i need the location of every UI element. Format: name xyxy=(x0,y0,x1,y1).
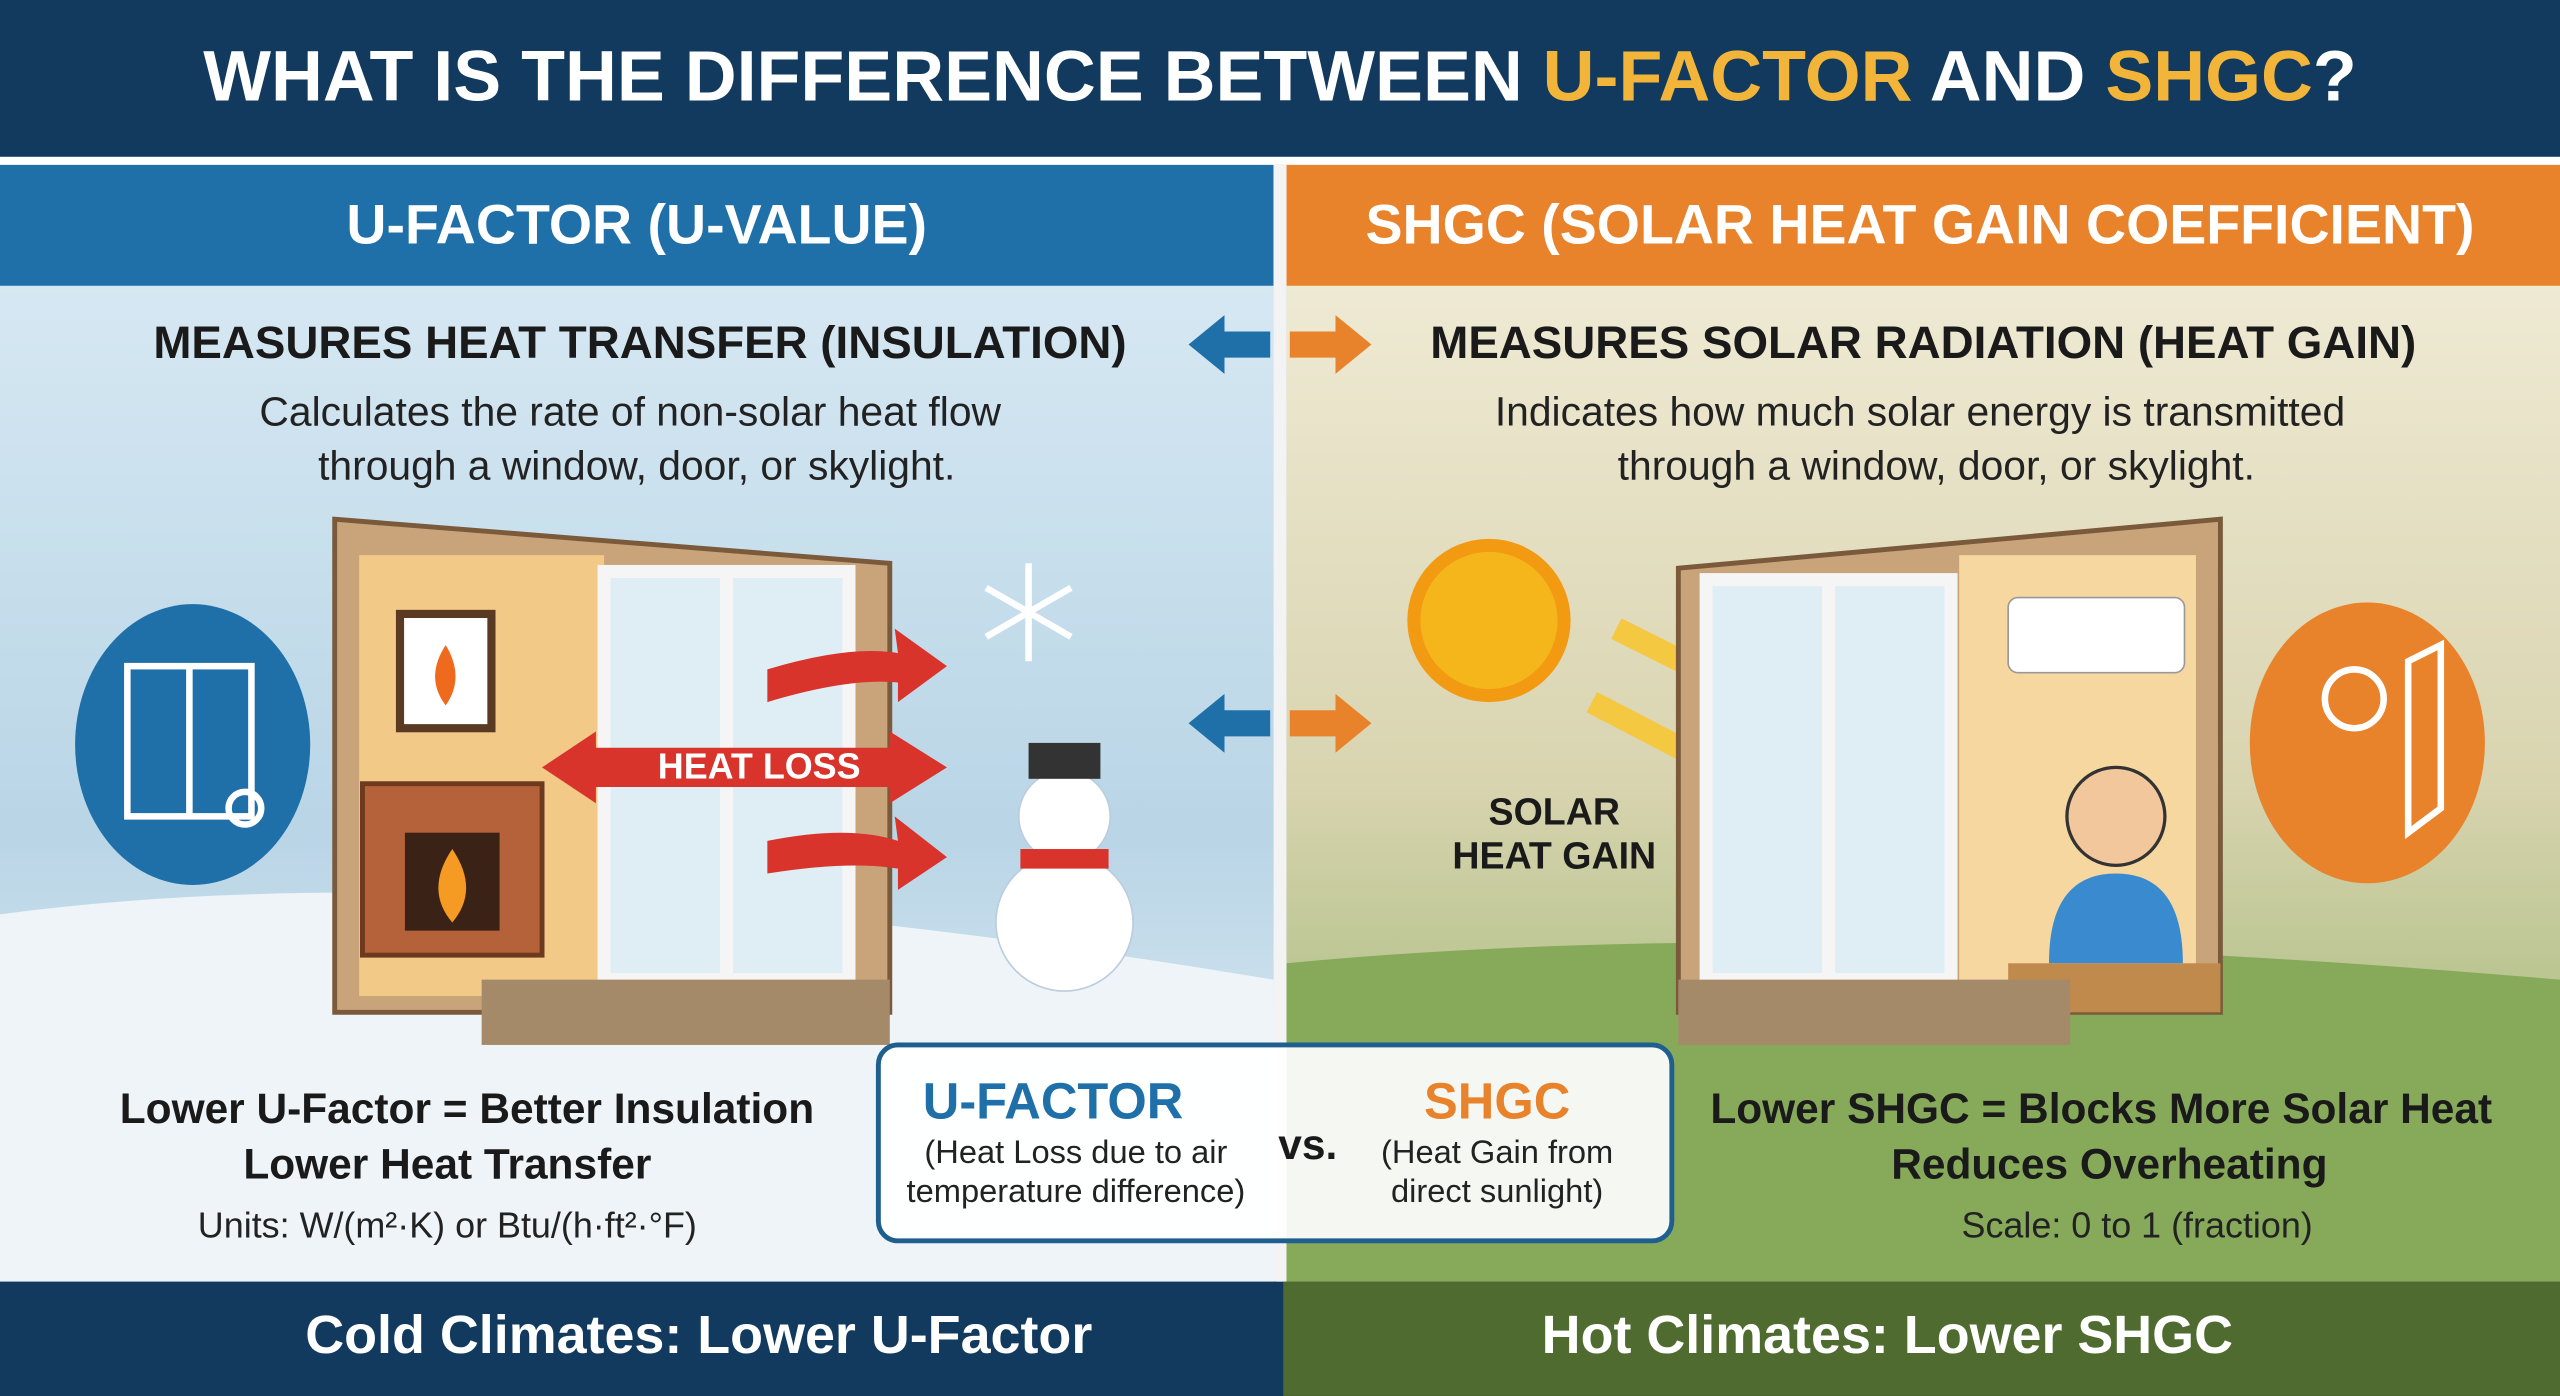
left-summary: Lower U-Factor = Better Insulation xyxy=(120,1085,814,1132)
snowflake xyxy=(984,563,1073,662)
comparison-left-note: (Heat Loss due to air xyxy=(924,1133,1227,1170)
window-sill xyxy=(1678,979,2071,1045)
left-description: through a window, door, or skylight. xyxy=(318,442,955,488)
sun xyxy=(1407,538,1571,703)
arrow-right xyxy=(1289,315,1372,374)
left-header-band xyxy=(0,164,1274,286)
comparison-right-note: (Heat Gain from xyxy=(1381,1133,1613,1170)
snowman-scarf xyxy=(1020,849,1109,869)
title-part: ? xyxy=(2313,37,2357,117)
right-subtitle: MEASURES SOLAR RADIATION (HEAT GAIN) xyxy=(1430,317,2416,368)
right-summary: Lower SHGC = Blocks More Solar Heat xyxy=(1710,1085,2492,1132)
arrow-right xyxy=(1289,693,1372,753)
left-description: Calculates the rate of non-solar heat fl… xyxy=(259,389,1001,435)
heat-arrow xyxy=(767,628,947,703)
icon-window xyxy=(2404,639,2445,840)
arrow-left xyxy=(1188,315,1271,374)
snowman-hat xyxy=(1028,742,1101,779)
right-header: SHGC (SOLAR HEAT GAIN COEFFICIENT) xyxy=(1366,193,2475,255)
icon-sun xyxy=(2321,666,2387,732)
comparison-right-note: direct sunlight) xyxy=(1391,1172,1603,1209)
left-header: U-FACTOR (U-VALUE) xyxy=(346,193,927,255)
heat-loss-arrow xyxy=(542,731,947,804)
title-part: SHGC xyxy=(2105,37,2313,117)
right-summary: Reduces Overheating xyxy=(1891,1141,2327,1188)
person-body xyxy=(2048,873,2183,964)
person-head xyxy=(2065,765,2167,867)
title-bar xyxy=(0,0,2560,157)
title: WHAT IS THE DIFFERENCE BETWEEN U-FACTOR … xyxy=(203,37,2357,117)
shgc-icon xyxy=(2249,602,2485,884)
snowflake-arm xyxy=(984,584,1073,640)
left-footer-band xyxy=(0,1281,1277,1396)
fire xyxy=(438,849,467,923)
right-description: Indicates how much solar energy is trans… xyxy=(1495,389,2345,435)
arrow-left xyxy=(1188,693,1271,753)
right-scale: Scale: 0 to 1 (fraction) xyxy=(1962,1204,2313,1245)
icon-thermometer xyxy=(225,788,265,828)
title-part: AND xyxy=(1912,37,2105,117)
comparison-left-title: U-FACTOR xyxy=(923,1073,1184,1130)
comparison-vs: vs. xyxy=(1278,1121,1337,1168)
solar-label: SOLAR xyxy=(1489,791,1620,833)
left-summary: Lower Heat Transfer xyxy=(243,1141,651,1188)
title-part: WHAT IS THE DIFFERENCE BETWEEN xyxy=(203,37,1542,117)
right-footer-band xyxy=(1283,1281,2560,1396)
snowman-head xyxy=(1017,769,1112,863)
snowman-body xyxy=(995,853,1134,992)
solar-label: HEAT GAIN xyxy=(1452,835,1656,877)
right-header-band xyxy=(1286,164,2560,286)
separator xyxy=(0,156,2560,165)
window-sill xyxy=(481,979,890,1045)
left-footer: Cold Climates: Lower U-Factor xyxy=(305,1305,1092,1365)
left-subtitle: MEASURES HEAT TRANSFER (INSULATION) xyxy=(153,317,1126,368)
heat-loss-label: HEAT LOSS xyxy=(658,746,861,787)
title-part: U-FACTOR xyxy=(1543,37,1913,117)
divider xyxy=(1273,164,1287,1282)
right-footer: Hot Climates: Lower SHGC xyxy=(1542,1305,2233,1365)
left-units: Units: W/(m²·K) or Btu/(h·ft²·°F) xyxy=(198,1204,697,1245)
right-description: through a window, door, or skylight. xyxy=(1618,442,2255,488)
air-conditioner xyxy=(2007,596,2186,674)
heat-arrow xyxy=(767,816,947,890)
picture-flame xyxy=(435,644,456,706)
comparison-left-note: temperature difference) xyxy=(907,1172,1246,1209)
comparison-box xyxy=(875,1042,1675,1244)
comparison-right-title: SHGC xyxy=(1424,1073,1570,1130)
